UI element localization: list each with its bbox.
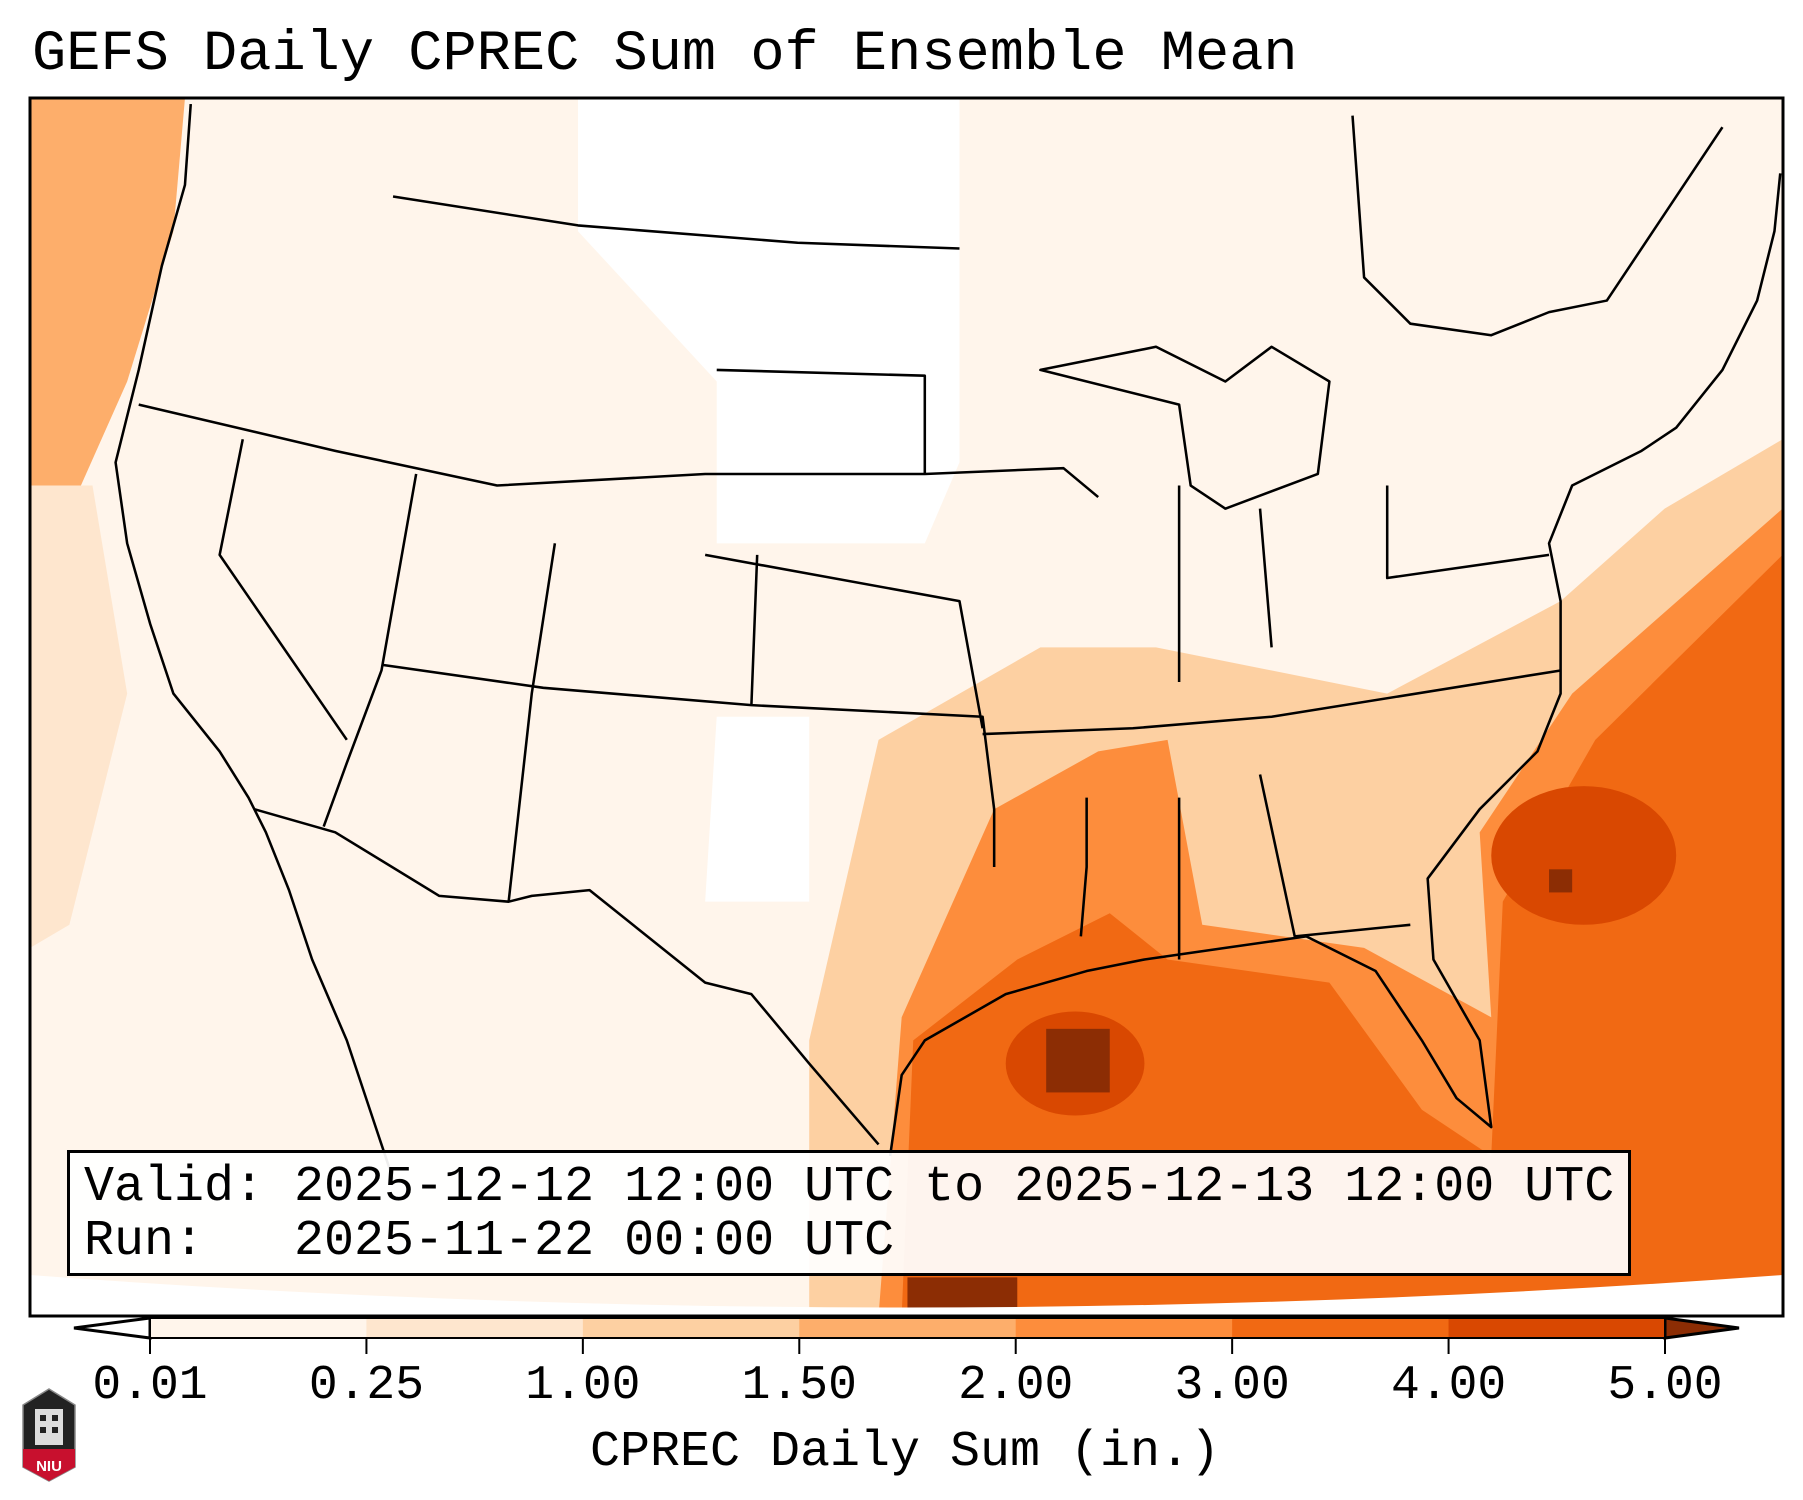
- precip-region-pacific-light: [30, 485, 128, 948]
- colorbar-tick-label: 0.01: [92, 1359, 208, 1413]
- colorbar-frame: [149, 1317, 1666, 1339]
- colorbar-tick-label: 1.00: [525, 1359, 641, 1413]
- colorbar-bin: [366, 1318, 584, 1338]
- colorbar-bin: [150, 1318, 367, 1338]
- precip-max-atlantic-core: [1549, 869, 1573, 893]
- colorbar: [73, 1316, 1740, 1354]
- dry-region: [705, 716, 810, 902]
- colorbar-tick-label: 0.25: [308, 1359, 425, 1413]
- colorbar-bin: [799, 1318, 1017, 1338]
- map-frame: [28, 96, 1785, 1318]
- colorbar-tick-label: 2.00: [958, 1359, 1074, 1413]
- colorbar-tick-label: 1.50: [741, 1359, 857, 1413]
- valid-time-text: Valid: 2025-12-12 12:00 UTC to 2025-12-1…: [84, 1159, 1615, 1216]
- dry-region: [578, 98, 960, 544]
- colorbar-bin: [582, 1318, 800, 1338]
- precip-region-pacific: [30, 98, 185, 498]
- precip-max-gulf-core: [1046, 1028, 1110, 1093]
- svg-text:NIU: NIU: [36, 1458, 62, 1475]
- coastlines: [114, 103, 1782, 1180]
- colorbar-tick-label: 5.00: [1607, 1359, 1723, 1413]
- projection-edge: [30, 1275, 1783, 1316]
- chart-title: GEFS Daily CPREC Sum of Ensemble Mean: [32, 23, 1298, 87]
- niu-logo: NIU: [22, 1388, 76, 1482]
- colorbar-extend-under: [73, 1316, 152, 1340]
- colorbar-bin: [1448, 1318, 1666, 1338]
- precip-region-gulf: [901, 554, 1783, 1316]
- colorbar-label: CPREC Daily Sum (in.): [589, 1424, 1221, 1481]
- run-time-text: Run: 2025-11-22 00:00 UTC: [84, 1213, 895, 1270]
- info-box: Valid: 2025-12-12 12:00 UTC to 2025-12-1…: [67, 1150, 1631, 1276]
- colorbar-bin: [1232, 1318, 1450, 1338]
- colorbar-bin: [1015, 1318, 1233, 1338]
- colorbar-extend-over: [1663, 1316, 1740, 1340]
- colorbar-tick-label: 4.00: [1390, 1359, 1507, 1413]
- colorbar-tick-label: 3.00: [1174, 1359, 1290, 1413]
- precip-max-atlantic: [1491, 786, 1677, 925]
